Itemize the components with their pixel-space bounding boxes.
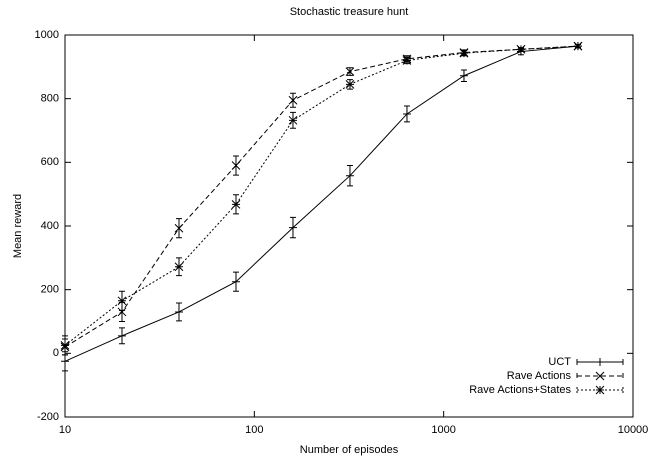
point-marker [231, 161, 241, 170]
point-marker [60, 341, 70, 350]
chart-title: Stochastic treasure hunt [290, 6, 409, 18]
legend-label: Rave Actions [507, 370, 572, 382]
y-tick-label: 400 [41, 220, 59, 232]
y-axis-label: Mean reward [12, 194, 24, 258]
point-marker [516, 44, 526, 54]
point-marker [231, 199, 241, 209]
point-marker [459, 71, 468, 80]
point-marker [174, 307, 183, 316]
x-tick-label: 1000 [431, 424, 455, 436]
x-tick-label: 100 [245, 424, 263, 436]
x-axis-label: Number of episodes [300, 444, 399, 456]
point-marker [345, 67, 355, 76]
legend-swatch [576, 373, 624, 379]
x-tick-label: 10000 [618, 424, 649, 436]
point-marker [117, 331, 126, 340]
y-tick-label: 800 [41, 93, 59, 105]
point-marker [345, 79, 355, 89]
point-marker [117, 307, 127, 317]
point-marker [288, 95, 298, 105]
y-tick-label: 0 [53, 347, 59, 359]
legend-label: Rave Actions+States [469, 384, 571, 396]
legend-marker [596, 358, 604, 366]
legend-label: UCT [548, 356, 571, 368]
point-marker [61, 357, 69, 366]
point-marker [345, 171, 354, 180]
y-tick-label: -200 [37, 411, 59, 423]
x-tick-label: 10 [59, 424, 71, 436]
y-tick-label: 600 [41, 156, 59, 168]
y-tick-label: 200 [41, 284, 59, 296]
point-marker [231, 277, 240, 286]
y-tick-label: 1000 [35, 29, 59, 41]
point-marker [288, 223, 297, 232]
legend-marker [595, 371, 605, 381]
legend-marker [595, 385, 605, 395]
point-marker [117, 296, 127, 306]
legend-swatch [576, 387, 624, 393]
point-marker [402, 56, 412, 65]
point-marker [174, 262, 184, 272]
point-marker [174, 223, 184, 233]
point-marker [402, 109, 411, 118]
point-marker [573, 41, 583, 51]
series-line [64, 45, 579, 362]
series-line [64, 45, 578, 346]
series-line [64, 45, 578, 348]
point-marker [459, 48, 469, 58]
point-marker [288, 115, 298, 125]
